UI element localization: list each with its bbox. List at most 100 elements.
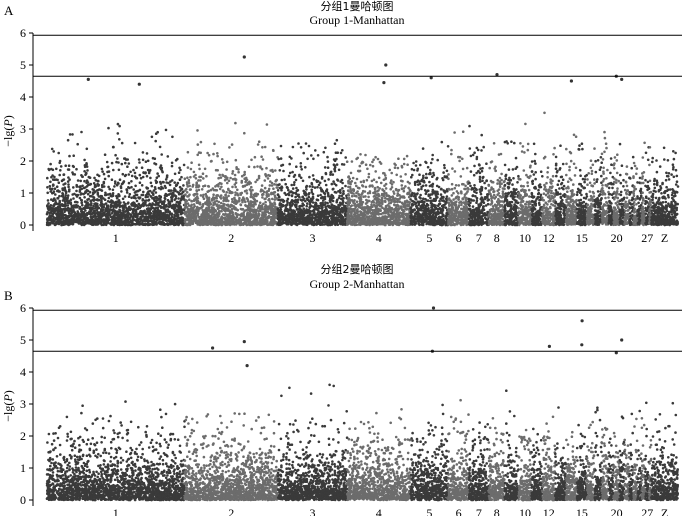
data-point <box>68 219 71 222</box>
data-point <box>206 201 210 204</box>
data-point <box>64 204 67 207</box>
data-point <box>316 185 319 189</box>
data-point <box>68 154 71 158</box>
data-point <box>60 204 63 207</box>
y-tick-label: 0 <box>20 218 26 232</box>
data-point <box>170 161 174 165</box>
data-point <box>276 214 280 217</box>
data-point <box>178 166 181 170</box>
data-point <box>217 176 220 180</box>
data-point <box>309 216 312 220</box>
data-point <box>306 198 310 201</box>
data-point <box>326 219 329 222</box>
data-point <box>121 181 125 185</box>
data-point <box>112 145 115 149</box>
data-point <box>332 211 336 214</box>
data-point <box>299 176 303 180</box>
data-point <box>67 183 70 186</box>
data-point <box>97 184 100 187</box>
data-point <box>302 151 306 155</box>
data-point <box>349 205 353 208</box>
data-point <box>130 220 134 223</box>
data-point <box>221 173 224 177</box>
data-point <box>124 220 128 224</box>
data-point <box>396 192 400 195</box>
data-point <box>284 182 288 186</box>
data-point <box>304 199 307 203</box>
data-point <box>119 185 123 188</box>
data-point <box>302 203 306 207</box>
data-point <box>90 212 94 216</box>
data-point <box>254 180 257 184</box>
data-point <box>264 221 268 225</box>
data-point <box>136 206 140 209</box>
data-point <box>155 196 159 200</box>
data-point <box>364 185 368 189</box>
data-point <box>351 217 355 220</box>
data-point <box>94 205 98 208</box>
data-point <box>291 145 295 149</box>
data-point <box>400 187 404 191</box>
data-point <box>199 194 203 197</box>
data-point <box>310 181 314 185</box>
data-point <box>318 181 322 185</box>
data-point <box>274 169 277 172</box>
data-point <box>109 194 112 198</box>
data-point <box>140 222 143 226</box>
data-point <box>280 178 284 182</box>
data-point <box>161 218 165 222</box>
data-point <box>147 208 151 212</box>
data-point <box>100 200 103 203</box>
data-point <box>152 212 155 216</box>
data-point <box>276 186 279 189</box>
data-point <box>243 131 246 135</box>
data-point <box>289 208 293 211</box>
data-point <box>231 185 234 189</box>
data-point <box>310 154 313 157</box>
data-point <box>202 193 205 197</box>
data-point <box>366 209 370 212</box>
data-point <box>128 221 131 225</box>
data-point <box>271 203 274 206</box>
data-point <box>383 207 386 211</box>
data-point <box>154 199 158 202</box>
data-point <box>230 220 233 223</box>
data-point <box>216 211 219 215</box>
data-point <box>101 170 104 173</box>
data-point <box>286 214 290 218</box>
data-point <box>165 194 168 198</box>
data-point <box>172 222 176 226</box>
data-point <box>323 203 327 206</box>
data-point <box>330 223 334 226</box>
data-point <box>61 188 65 192</box>
data-point <box>375 193 379 197</box>
data-point <box>249 189 253 193</box>
data-point <box>127 173 131 176</box>
data-point <box>301 195 305 199</box>
data-point <box>170 213 173 217</box>
data-point <box>146 195 149 199</box>
data-point <box>47 208 51 212</box>
data-point <box>106 170 109 174</box>
data-point <box>129 223 133 227</box>
data-point <box>128 208 132 211</box>
data-point <box>279 216 283 220</box>
data-point <box>78 221 81 224</box>
data-point <box>364 163 368 166</box>
data-point <box>234 121 237 125</box>
data-point <box>223 203 226 206</box>
data-point <box>160 166 164 170</box>
data-point <box>322 191 326 195</box>
data-point <box>247 216 251 219</box>
data-point <box>315 222 318 225</box>
data-point <box>86 206 90 210</box>
data-point <box>398 214 402 217</box>
data-point <box>143 222 147 225</box>
data-point <box>265 217 269 220</box>
data-point <box>392 180 395 184</box>
data-point <box>307 193 310 196</box>
data-point <box>71 204 74 208</box>
data-point <box>138 173 142 177</box>
data-point <box>245 192 249 195</box>
data-point <box>352 189 356 192</box>
